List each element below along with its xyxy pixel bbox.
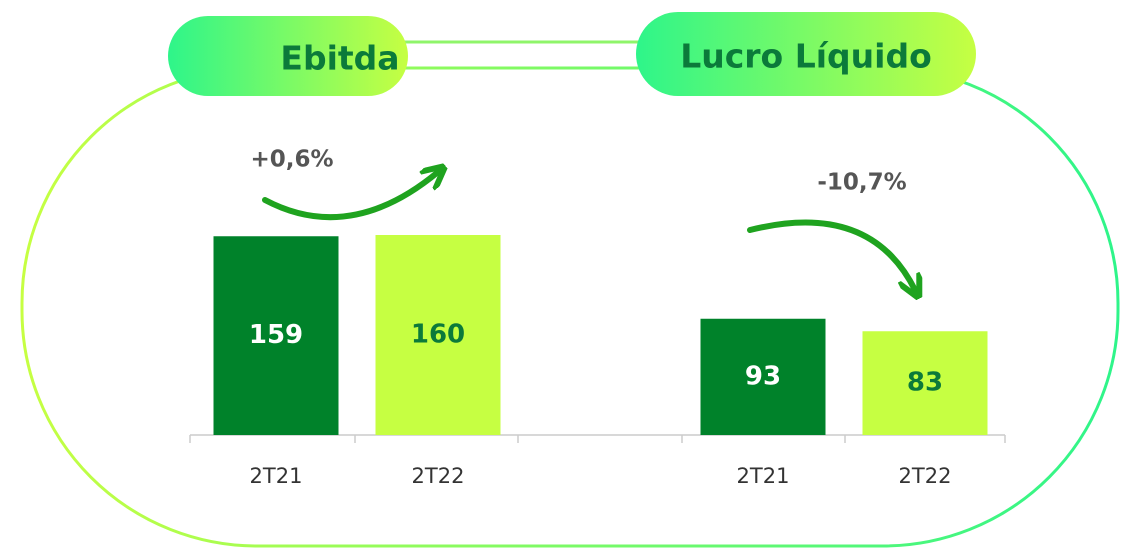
trend-arrow [747, 219, 915, 291]
x-tick-label: 2T22 [899, 464, 952, 488]
x-tick-label: 2T22 [412, 464, 465, 488]
bar [862, 331, 988, 435]
value-label: 83 [907, 368, 943, 398]
chart-title: Ebitda [280, 39, 399, 78]
x-tick-label: 2T21 [737, 464, 790, 488]
value-label: 160 [411, 320, 465, 350]
bar [213, 236, 339, 435]
annotation: -10,7% [817, 170, 906, 196]
outline [20, 66, 1120, 548]
title-pill [636, 12, 976, 96]
value-label: 93 [745, 361, 781, 391]
bar [700, 318, 826, 435]
x-tick-label: 2T21 [250, 464, 303, 488]
title-pill [168, 16, 408, 96]
chart-title: Lucro Líquido [680, 37, 932, 76]
value-label: 159 [249, 320, 303, 350]
trend-arrow [262, 172, 438, 221]
annotation: +0,6% [250, 147, 333, 173]
bar [375, 235, 501, 435]
